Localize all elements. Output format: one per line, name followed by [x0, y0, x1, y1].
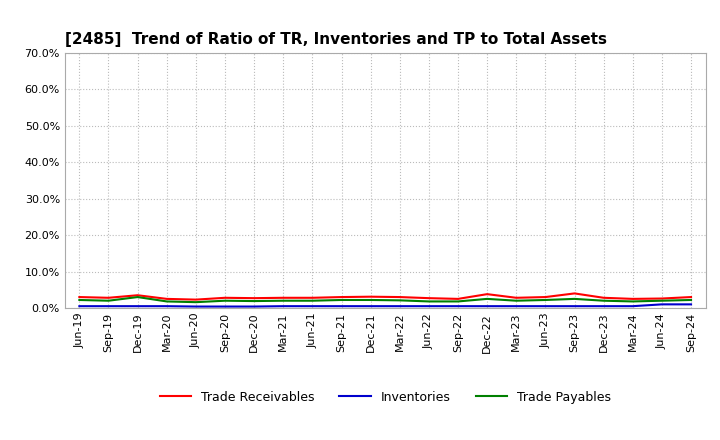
Trade Payables — [192, 300, 200, 305]
Trade Receivables — [163, 296, 171, 301]
Trade Payables — [657, 298, 666, 303]
Inventories — [366, 304, 375, 309]
Trade Receivables — [192, 297, 200, 302]
Trade Payables — [366, 297, 375, 303]
Inventories — [337, 304, 346, 309]
Trade Payables — [395, 298, 404, 303]
Trade Receivables — [220, 295, 229, 301]
Trade Receivables — [75, 294, 84, 300]
Trade Payables — [483, 296, 492, 301]
Trade Receivables — [629, 296, 637, 301]
Inventories — [104, 304, 113, 309]
Trade Receivables — [250, 296, 258, 301]
Trade Payables — [599, 298, 608, 303]
Trade Receivables — [279, 295, 287, 301]
Trade Payables — [687, 297, 696, 303]
Trade Payables — [337, 297, 346, 303]
Inventories — [687, 302, 696, 307]
Trade Receivables — [483, 292, 492, 297]
Inventories — [541, 304, 550, 309]
Inventories — [629, 304, 637, 309]
Trade Payables — [250, 298, 258, 304]
Trade Receivables — [541, 294, 550, 300]
Trade Receivables — [104, 295, 113, 301]
Inventories — [454, 304, 462, 309]
Inventories — [279, 304, 287, 309]
Inventories — [512, 304, 521, 309]
Inventories — [395, 304, 404, 309]
Trade Receivables — [337, 294, 346, 300]
Trade Payables — [629, 299, 637, 304]
Trade Payables — [220, 298, 229, 303]
Trade Receivables — [308, 295, 317, 301]
Legend: Trade Receivables, Inventories, Trade Payables: Trade Receivables, Inventories, Trade Pa… — [155, 386, 616, 409]
Trade Payables — [454, 299, 462, 304]
Trade Receivables — [366, 294, 375, 299]
Line: Inventories: Inventories — [79, 304, 691, 307]
Trade Payables — [541, 297, 550, 303]
Trade Payables — [425, 299, 433, 304]
Trade Receivables — [570, 291, 579, 296]
Inventories — [133, 304, 142, 309]
Inventories — [220, 304, 229, 309]
Trade Receivables — [425, 296, 433, 301]
Trade Receivables — [512, 295, 521, 301]
Inventories — [570, 304, 579, 309]
Trade Receivables — [657, 296, 666, 301]
Trade Receivables — [395, 294, 404, 300]
Trade Receivables — [454, 296, 462, 301]
Inventories — [425, 304, 433, 309]
Inventories — [657, 302, 666, 307]
Trade Payables — [279, 298, 287, 303]
Inventories — [250, 304, 258, 309]
Inventories — [163, 304, 171, 309]
Text: [2485]  Trend of Ratio of TR, Inventories and TP to Total Assets: [2485] Trend of Ratio of TR, Inventories… — [65, 33, 607, 48]
Inventories — [75, 304, 84, 309]
Trade Receivables — [133, 293, 142, 298]
Trade Payables — [133, 294, 142, 300]
Trade Payables — [570, 296, 579, 301]
Trade Payables — [308, 298, 317, 303]
Inventories — [308, 304, 317, 309]
Inventories — [483, 304, 492, 309]
Trade Payables — [163, 299, 171, 304]
Trade Payables — [104, 298, 113, 303]
Line: Trade Payables: Trade Payables — [79, 297, 691, 302]
Trade Payables — [512, 298, 521, 303]
Line: Trade Receivables: Trade Receivables — [79, 293, 691, 300]
Inventories — [192, 304, 200, 309]
Inventories — [599, 304, 608, 309]
Trade Receivables — [599, 295, 608, 301]
Trade Receivables — [687, 294, 696, 300]
Trade Payables — [75, 297, 84, 303]
